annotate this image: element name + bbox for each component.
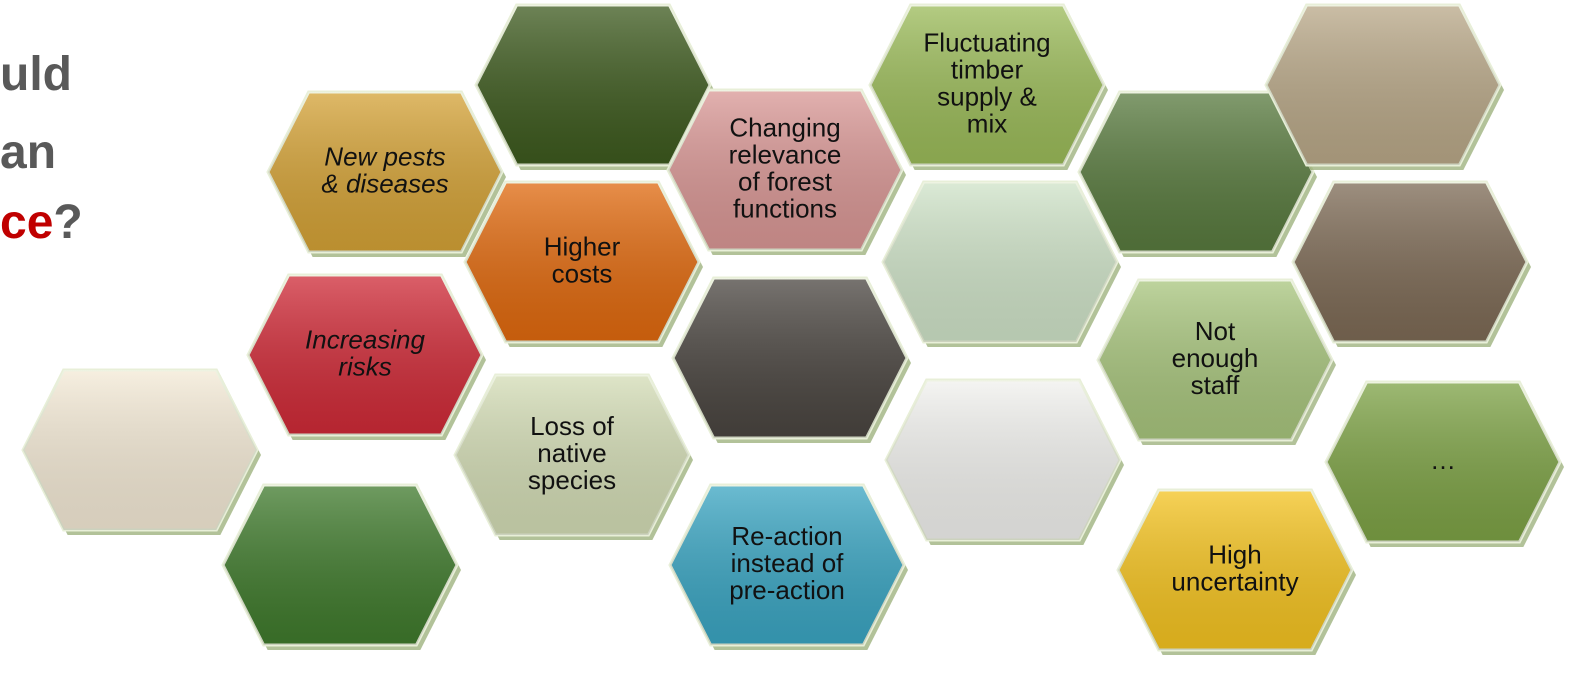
hex-label: relevance xyxy=(729,139,842,169)
hex-label: supply & xyxy=(937,81,1037,111)
hex-label: … xyxy=(1430,445,1456,475)
hex-label: mix xyxy=(967,108,1007,138)
hex-label: staff xyxy=(1191,370,1240,400)
title-line: uld xyxy=(0,48,72,101)
hex-label: species xyxy=(528,465,616,495)
hex-sheen xyxy=(223,485,457,645)
hex-label: New pests xyxy=(324,141,445,171)
slide: uld an ce? New pests& diseases Highercost… xyxy=(0,0,1581,681)
hex-label: enough xyxy=(1172,343,1259,373)
hex-label: Not xyxy=(1195,316,1236,346)
hex-sheen xyxy=(476,5,710,165)
hex-sheen xyxy=(23,370,257,530)
hex-label: timber xyxy=(951,54,1024,84)
hex-label: Changing xyxy=(729,112,840,142)
title-line: an xyxy=(0,126,56,179)
hex-sheen xyxy=(673,278,907,438)
hex-sheen xyxy=(1293,182,1527,342)
hex-label: instead of xyxy=(731,548,845,578)
hex-label: High xyxy=(1208,539,1261,569)
hex-label: Higher xyxy=(544,231,621,261)
hex-label: native xyxy=(537,438,606,468)
hex-label: & diseases xyxy=(321,168,448,198)
hex-sheen xyxy=(883,182,1117,342)
hex-label: Fluctuating xyxy=(923,27,1050,57)
title-rest: ? xyxy=(53,196,82,249)
title-highlight: ce xyxy=(0,196,53,249)
hex-sheen xyxy=(886,380,1120,540)
hex-label: pre-action xyxy=(729,575,845,605)
hex-label: functions xyxy=(733,193,837,223)
hex-label: risks xyxy=(338,351,391,381)
hex-label: of forest xyxy=(738,166,833,196)
hex-sheen xyxy=(1079,92,1313,252)
hex-label: Loss of xyxy=(530,411,615,441)
hex-label: Increasing xyxy=(305,324,425,354)
hex-sheen xyxy=(1266,5,1500,165)
hex-label: uncertainty xyxy=(1171,566,1298,596)
hex-label: Re-action xyxy=(731,521,842,551)
hex-label: costs xyxy=(552,258,613,288)
title-line: ce? xyxy=(0,196,83,249)
